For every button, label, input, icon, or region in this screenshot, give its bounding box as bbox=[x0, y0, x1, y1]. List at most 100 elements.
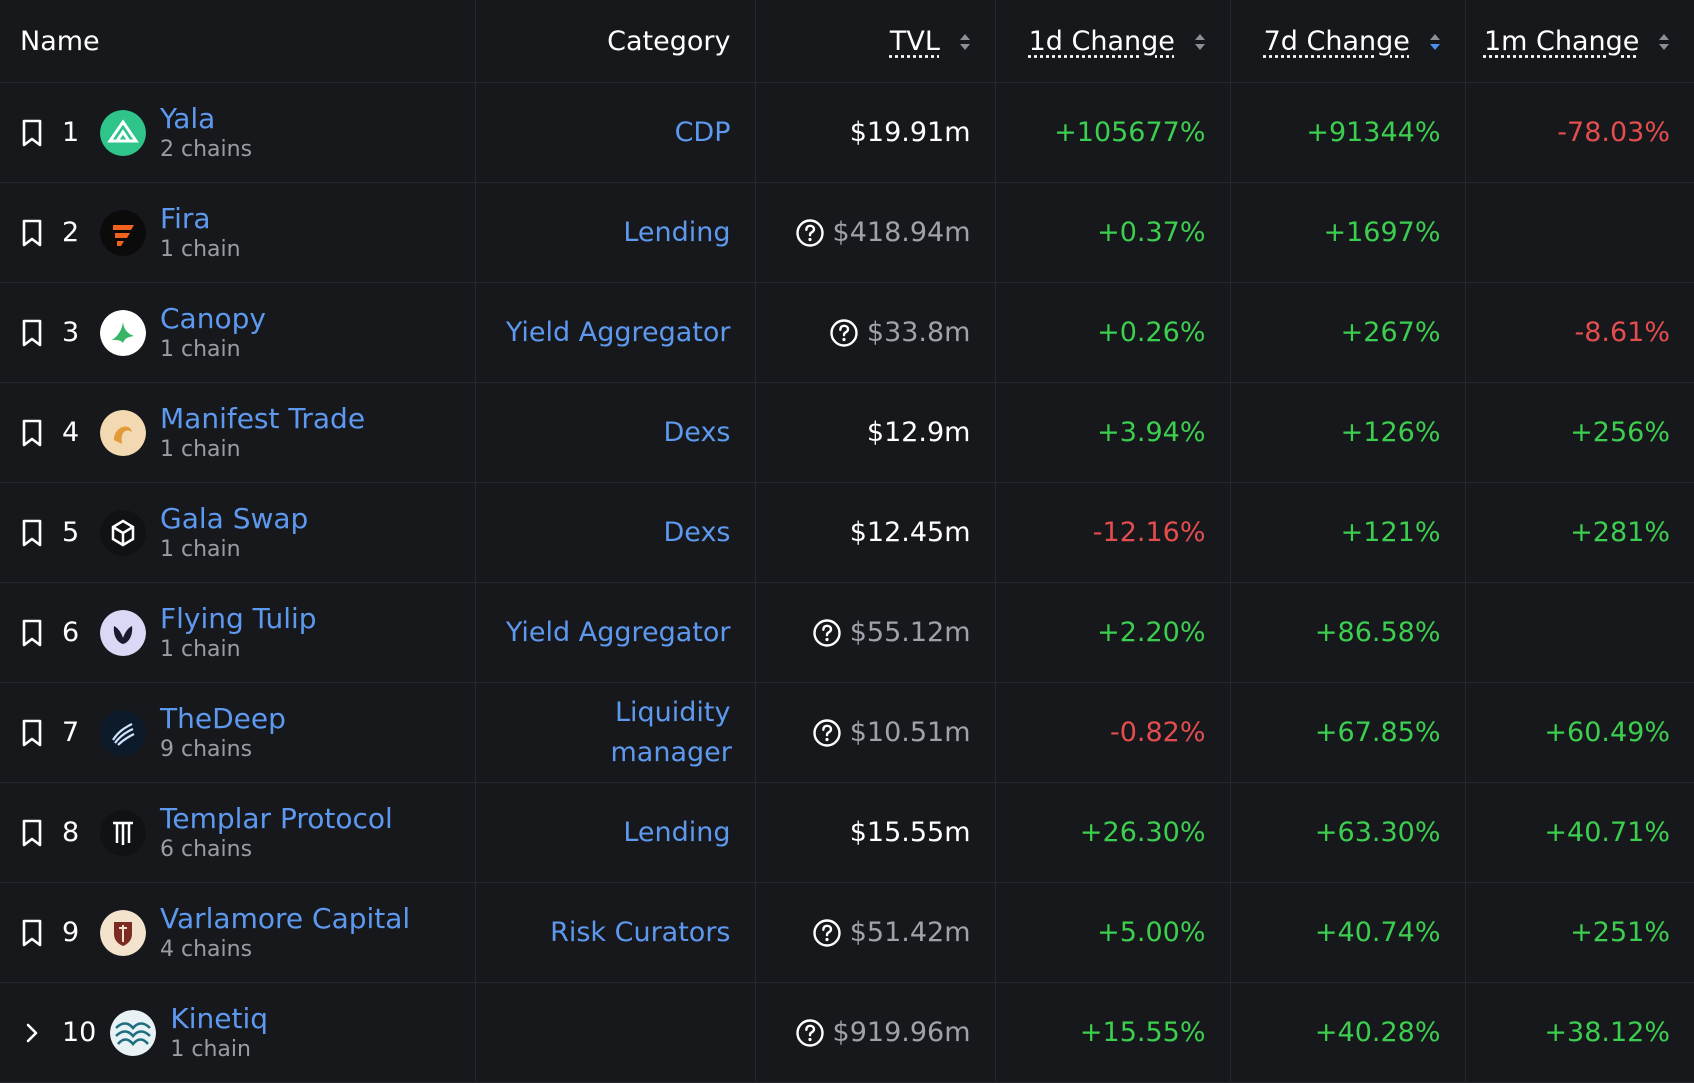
change-1d-value: +0.26% bbox=[1097, 317, 1205, 348]
kinetiq-logo bbox=[110, 1010, 156, 1056]
category-link[interactable]: CDP bbox=[675, 117, 731, 148]
protocol-name-link[interactable]: Kinetiq bbox=[170, 1002, 268, 1036]
table-row[interactable]: 9 Varlamore Capital 4 chains Risk Curato… bbox=[0, 883, 1694, 983]
category-link[interactable]: Dexs bbox=[664, 517, 731, 548]
tvl-cell: $12.9m bbox=[755, 383, 995, 483]
tvl-cell: $919.96m bbox=[755, 983, 995, 1083]
change-7d-cell: +121% bbox=[1230, 483, 1465, 583]
header-category: Category bbox=[475, 0, 755, 83]
bookmark-icon[interactable] bbox=[10, 918, 54, 948]
change-1m-cell: +38.12% bbox=[1465, 983, 1694, 1083]
table-row[interactable]: 6 Flying Tulip 1 chain Yield Aggregator … bbox=[0, 583, 1694, 683]
tvl-value: $15.55m bbox=[850, 817, 971, 848]
chain-count: 1 chain bbox=[160, 537, 308, 563]
tvl-value: $55.12m bbox=[850, 617, 971, 648]
header-1d-change[interactable]: 1d Change bbox=[995, 0, 1230, 83]
protocol-name-link[interactable]: Varlamore Capital bbox=[160, 902, 410, 936]
sort-icon[interactable] bbox=[959, 32, 971, 52]
bookmark-icon[interactable] bbox=[10, 618, 54, 648]
header-7d-change[interactable]: 7d Change bbox=[1230, 0, 1465, 83]
bookmark-icon[interactable] bbox=[10, 118, 54, 148]
change-1d-cell: +3.94% bbox=[995, 383, 1230, 483]
change-7d-value: +91344% bbox=[1306, 117, 1440, 148]
change-7d-value: +86.58% bbox=[1315, 617, 1441, 648]
category-link[interactable]: Lending bbox=[623, 217, 730, 248]
name-cell: 3 Canopy 1 chain bbox=[0, 283, 475, 383]
chevron-right-icon[interactable] bbox=[10, 1018, 54, 1048]
protocol-name-link[interactable]: Yala bbox=[160, 102, 252, 136]
protocol-name-link[interactable]: Flying Tulip bbox=[160, 602, 317, 636]
bookmark-icon[interactable] bbox=[10, 418, 54, 448]
name-cell: 2 Fira 1 chain bbox=[0, 183, 475, 283]
category-link[interactable]: Liquidity manager bbox=[611, 693, 731, 771]
protocol-name-link[interactable]: Fira bbox=[160, 202, 241, 236]
protocol-name-link[interactable]: Templar Protocol bbox=[160, 802, 393, 836]
question-icon[interactable] bbox=[812, 618, 842, 648]
change-1d-value: +3.94% bbox=[1097, 417, 1205, 448]
rank: 6 bbox=[62, 617, 86, 648]
header-1m-change[interactable]: 1m Change bbox=[1465, 0, 1694, 83]
rank: 7 bbox=[62, 717, 86, 748]
table-row[interactable]: 8 Templar Protocol 6 chains Lending $15.… bbox=[0, 783, 1694, 883]
bookmark-icon[interactable] bbox=[10, 518, 54, 548]
protocol-name-link[interactable]: Gala Swap bbox=[160, 502, 308, 536]
chain-count: 1 chain bbox=[160, 237, 241, 263]
header-tvl[interactable]: TVL bbox=[755, 0, 995, 83]
question-icon[interactable] bbox=[795, 1018, 825, 1048]
sort-icon[interactable] bbox=[1194, 32, 1206, 52]
header-1d-label[interactable]: 1d Change bbox=[1029, 26, 1175, 57]
protocol-name-link[interactable]: TheDeep bbox=[160, 702, 286, 736]
table-row[interactable]: 4 Manifest Trade 1 chain Dexs $12.9m +3.… bbox=[0, 383, 1694, 483]
protocol-name-link[interactable]: Canopy bbox=[160, 302, 266, 336]
chain-count: 2 chains bbox=[160, 137, 252, 163]
category-link[interactable]: Yield Aggregator bbox=[506, 617, 731, 648]
change-1d-value: +5.00% bbox=[1097, 917, 1205, 948]
change-7d-cell: +40.74% bbox=[1230, 883, 1465, 983]
category-link[interactable]: Risk Curators bbox=[550, 917, 730, 948]
category-cell: Liquidity manager bbox=[475, 683, 755, 783]
bookmark-icon[interactable] bbox=[10, 218, 54, 248]
category-cell bbox=[475, 983, 755, 1083]
category-link[interactable]: Dexs bbox=[664, 417, 731, 448]
change-1d-cell: +0.26% bbox=[995, 283, 1230, 383]
change-7d-value: +267% bbox=[1341, 317, 1441, 348]
question-icon[interactable] bbox=[795, 218, 825, 248]
sort-icon[interactable] bbox=[1658, 32, 1670, 52]
bookmark-icon[interactable] bbox=[10, 718, 54, 748]
table-row[interactable]: 7 TheDeep 9 chains Liquidity manager $10… bbox=[0, 683, 1694, 783]
bookmark-icon[interactable] bbox=[10, 818, 54, 848]
question-icon[interactable] bbox=[812, 718, 842, 748]
change-7d-cell: +40.28% bbox=[1230, 983, 1465, 1083]
table-row[interactable]: 10 Kinetiq 1 chain $919.96m +15.55% +40.… bbox=[0, 983, 1694, 1083]
protocol-name-link[interactable]: Manifest Trade bbox=[160, 402, 365, 436]
change-1d-value: +0.37% bbox=[1097, 217, 1205, 248]
rank: 2 bbox=[62, 217, 86, 248]
change-1m-cell: -78.03% bbox=[1465, 83, 1694, 183]
change-1m-value: +40.71% bbox=[1544, 817, 1670, 848]
name-cell: 6 Flying Tulip 1 chain bbox=[0, 583, 475, 683]
category-link[interactable]: Yield Aggregator bbox=[506, 317, 731, 348]
table-row[interactable]: 1 Yala 2 chains CDP $19.91m +105677% +91… bbox=[0, 83, 1694, 183]
fira-logo bbox=[100, 210, 146, 256]
change-1d-cell: +2.20% bbox=[995, 583, 1230, 683]
change-7d-value: +126% bbox=[1341, 417, 1441, 448]
change-1d-value: +105677% bbox=[1054, 117, 1205, 148]
table-row[interactable]: 2 Fira 1 chain Lending $418.94m +0.37% +… bbox=[0, 183, 1694, 283]
change-7d-cell: +67.85% bbox=[1230, 683, 1465, 783]
change-1m-cell bbox=[1465, 583, 1694, 683]
table-row[interactable]: 5 Gala Swap 1 chain Dexs $12.45m -12.16%… bbox=[0, 483, 1694, 583]
change-1m-cell: -8.61% bbox=[1465, 283, 1694, 383]
change-7d-cell: +86.58% bbox=[1230, 583, 1465, 683]
change-1m-value: +256% bbox=[1570, 417, 1670, 448]
table-row[interactable]: 3 Canopy 1 chain Yield Aggregator $33.8m… bbox=[0, 283, 1694, 383]
header-1m-label[interactable]: 1m Change bbox=[1484, 26, 1639, 57]
header-7d-label[interactable]: 7d Change bbox=[1264, 26, 1410, 57]
sort-desc-active-icon[interactable] bbox=[1429, 32, 1441, 52]
question-icon[interactable] bbox=[829, 318, 859, 348]
name-cell: 4 Manifest Trade 1 chain bbox=[0, 383, 475, 483]
change-7d-cell: +126% bbox=[1230, 383, 1465, 483]
question-icon[interactable] bbox=[812, 918, 842, 948]
category-link[interactable]: Lending bbox=[623, 817, 730, 848]
bookmark-icon[interactable] bbox=[10, 318, 54, 348]
header-tvl-label[interactable]: TVL bbox=[890, 26, 940, 57]
